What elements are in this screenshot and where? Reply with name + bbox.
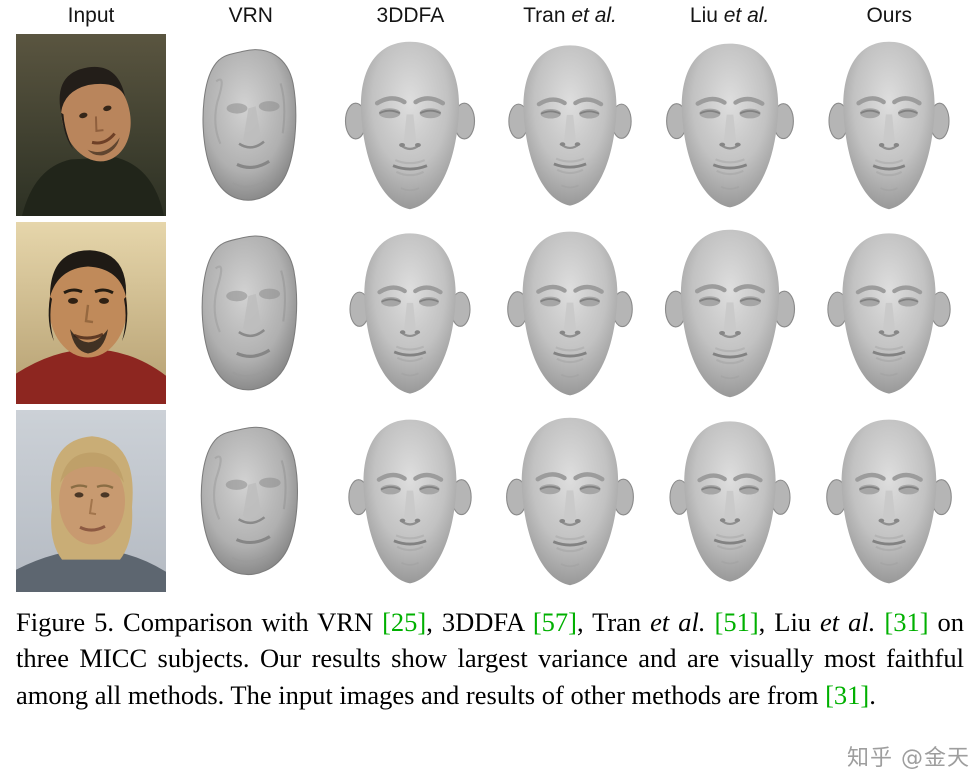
cell-micc-subject-3-tran [495,410,645,592]
cell-micc-subject-2-3ddfa [335,222,486,404]
3d-face-render [508,44,632,206]
vrn-mesh-render [201,235,298,391]
input-photo-man-red-shirt [16,222,166,404]
vrn-mesh-render [202,49,297,201]
column-header-vrn: VRN [228,4,273,27]
cell-micc-subject-1-ours [814,34,964,216]
column-header-tran: Tran et al. [523,4,617,27]
citation-ref: [25] [382,607,427,637]
caption-text: on three MICC subjects. Our results show… [16,607,965,710]
citation-ref: [57] [532,607,577,637]
caption-text: , Liu [758,607,821,637]
3d-face-render [664,229,795,397]
3d-face-render [665,43,794,207]
3d-face-render [826,419,952,583]
cell-micc-subject-2-liu [654,222,805,404]
3d-face-render [345,41,476,209]
watermark: 知乎 @金天 [847,746,970,771]
citation-ref: [51] [714,607,759,637]
caption-text [706,607,715,637]
cell-micc-subject-2-vrn [176,222,326,404]
cell-micc-subject-3-liu [654,410,805,592]
3d-face-render [827,232,951,394]
caption-text: . [869,679,876,710]
vrn-mesh-render [201,426,299,575]
cell-micc-subject-2-tran [495,222,645,404]
input-photo-blonde-woman [16,410,166,592]
3d-face-render [506,417,634,585]
column-header-3ddfa: 3DDFA [376,4,445,27]
cell-micc-subject-1-3ddfa [335,34,486,216]
citation-ref: [31] [884,607,929,637]
3d-face-render [348,419,473,583]
cell-micc-subject-3-ours [814,410,964,592]
3d-face-render [828,41,950,209]
cell-micc-subject-1-input [16,34,166,216]
caption-text: , Tran [576,607,651,637]
column-header-row: Input VRN 3DDFA Tran et al. Liu et al. O… [0,0,980,32]
input-photo-man-dark-background [16,34,166,216]
citation-ref: [31] [825,679,870,710]
cell-micc-subject-3-vrn [176,410,326,592]
column-header-liu: Liu et al. [689,4,770,27]
caption-italic-text: et al. [820,607,876,637]
cell-micc-subject-1-vrn [176,34,326,216]
cell-micc-subject-3-input [16,410,166,592]
cell-micc-subject-2-input [16,222,166,404]
caption-text: , 3DDFA [426,607,533,637]
cell-micc-subject-1-tran [495,34,645,216]
caption-text: Figure 5. Comparison with VRN [16,607,383,637]
cell-micc-subject-3-3ddfa [335,410,486,592]
cell-micc-subject-1-liu [654,34,805,216]
comparison-grid [0,32,980,592]
column-header-input: Input [67,4,115,27]
figure-caption: Figure 5. Comparison with VRN [25], 3DDF… [0,592,980,713]
cell-micc-subject-2-ours [814,222,964,404]
caption-italic-text: et al. [650,607,706,637]
column-header-ours: Ours [866,4,912,27]
3d-face-render [669,420,791,582]
3d-face-render [349,232,471,394]
3d-face-render [507,231,633,395]
